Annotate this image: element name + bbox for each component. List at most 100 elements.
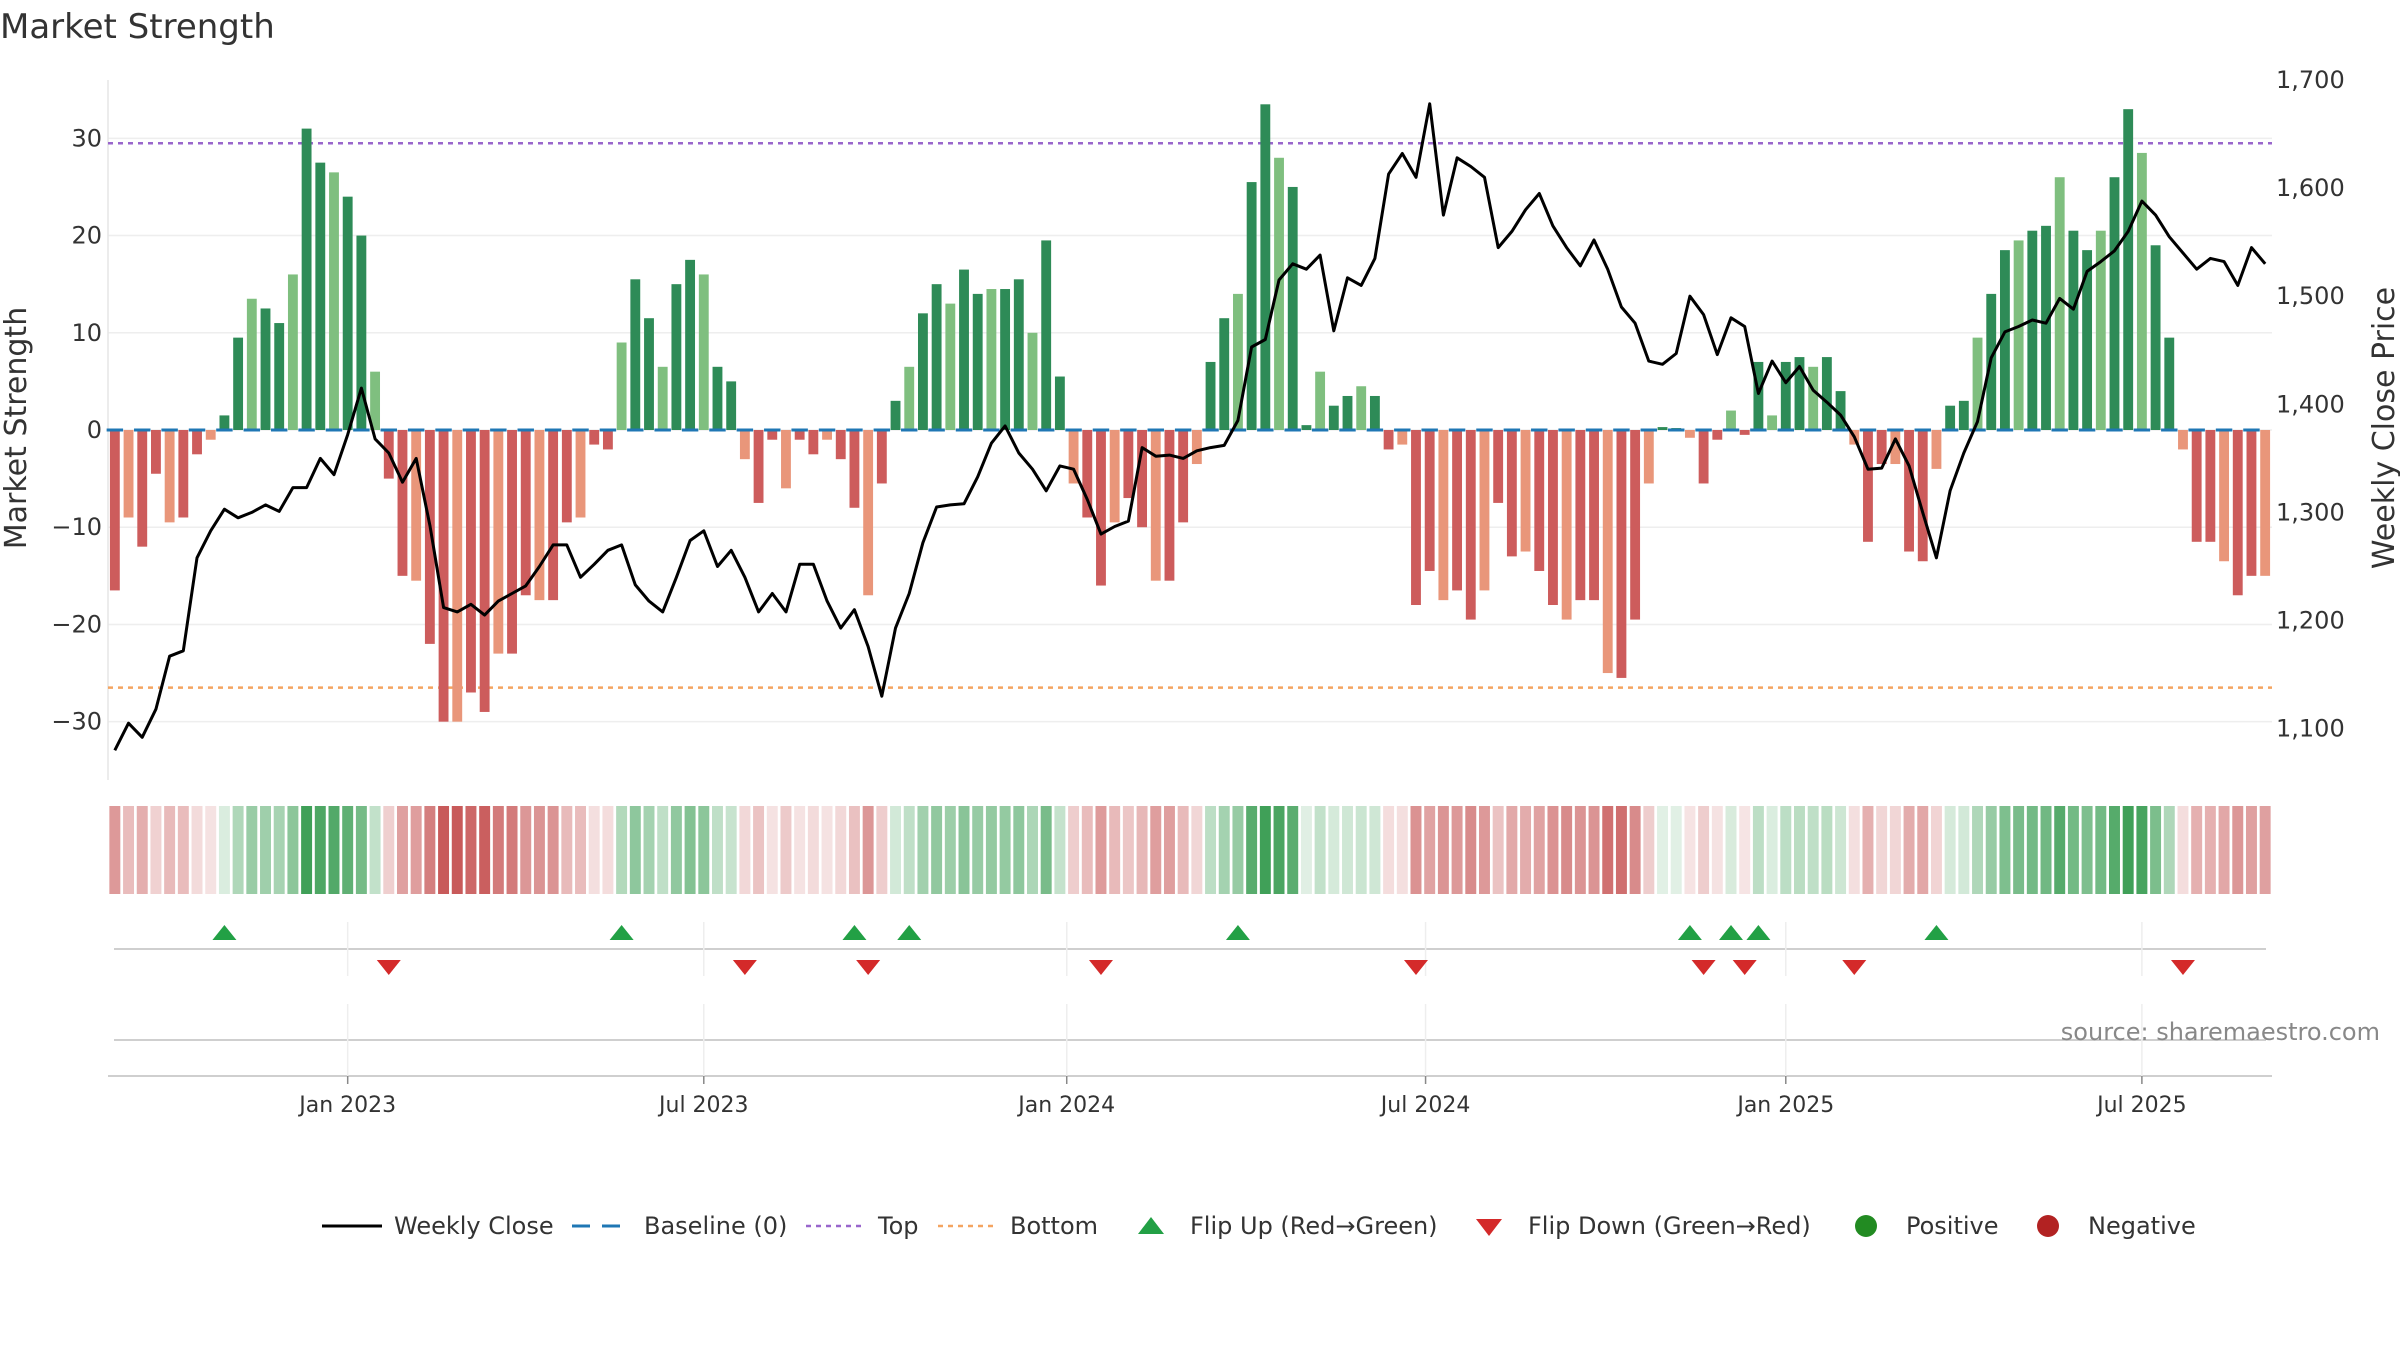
heatmap-cell: [1410, 806, 1422, 894]
strength-bar: [1520, 430, 1531, 552]
heatmap-cell: [1739, 806, 1751, 894]
heatmap-cell: [506, 806, 518, 894]
legend-label: Weekly Close: [394, 1212, 554, 1240]
heatmap-cell: [1342, 806, 1353, 894]
heatmap-cell: [684, 806, 696, 894]
heatmap-cell: [1657, 806, 1668, 894]
x-tick-label: Jul 2024: [1379, 1093, 1471, 1118]
strength-bar: [2150, 245, 2161, 430]
strength-bar: [1753, 361, 1764, 430]
heatmap-cell: [1547, 806, 1559, 894]
heatmap-cell: [1889, 806, 1901, 894]
heatmap-cell: [123, 806, 135, 894]
strength-bar: [2123, 109, 2134, 431]
legend-label: Negative: [2088, 1212, 2196, 1240]
heatmap-cell: [164, 806, 176, 894]
y2-tick-label: 1,700: [2276, 66, 2345, 94]
strength-bar: [1356, 386, 1367, 430]
legend-flip-up-swatch: [1138, 1217, 1164, 1234]
strength-bar: [808, 430, 819, 455]
legend-label: Top: [877, 1212, 919, 1240]
legend-label: Bottom: [1010, 1212, 1098, 1240]
strength-bar: [1958, 400, 1969, 430]
strength-bar: [2260, 430, 2271, 576]
heatmap-cell: [1725, 806, 1737, 894]
strength-bar: [1945, 405, 1956, 430]
strength-bar: [164, 430, 175, 523]
strength-bar: [1123, 430, 1134, 499]
strength-bar: [1821, 357, 1832, 430]
heatmap-cell: [383, 806, 395, 894]
heatmap-cell: [2026, 806, 2038, 894]
flip-up-marker: [212, 925, 237, 940]
strength-bar: [2027, 230, 2038, 430]
heatmap-cell: [753, 806, 765, 894]
heatmap-cell: [1218, 806, 1230, 894]
heatmap-cell: [1191, 806, 1203, 894]
strength-bar: [1342, 395, 1353, 430]
strength-bar: [1712, 430, 1723, 440]
strength-bar: [1493, 430, 1504, 503]
x-tick-label: Jul 2025: [2095, 1093, 2187, 1118]
heatmap-cell: [369, 806, 381, 894]
heatmap-cell: [848, 806, 860, 894]
heatmap-cell: [1465, 806, 1477, 894]
strength-bar: [1137, 430, 1147, 528]
heatmap-cell: [972, 806, 984, 894]
strength-bar: [890, 400, 901, 430]
heatmap-cell: [1109, 806, 1121, 894]
heatmap-cell: [876, 806, 888, 894]
strength-bar: [397, 430, 408, 576]
strength-bar: [685, 259, 696, 430]
heatmap-cell: [2245, 806, 2257, 894]
y2-tick-label: 1,100: [2276, 715, 2345, 743]
heatmap-cell: [1259, 806, 1271, 894]
heatmap-cell: [588, 806, 600, 894]
heatmap-cell: [1807, 806, 1819, 894]
strength-bar: [1205, 361, 1216, 430]
strength-bar: [876, 430, 887, 484]
strength-bar: [767, 430, 778, 440]
strength-bar: [548, 430, 559, 601]
heatmap-cell: [1437, 806, 1449, 894]
strength-bar: [561, 430, 572, 523]
heatmap-cell: [1355, 806, 1367, 894]
strength-bar: [1794, 357, 1805, 430]
x-tick-label: Jul 2023: [657, 1093, 749, 1118]
strength-bar: [2219, 430, 2229, 562]
strength-bar: [2109, 177, 2120, 430]
heatmap-cell: [424, 806, 436, 894]
heatmap-cell: [1999, 806, 2011, 894]
strength-bar: [219, 415, 230, 430]
strength-bar: [1164, 430, 1175, 581]
y-tick-label: −30: [51, 708, 102, 736]
flip-up-marker: [1719, 925, 1743, 940]
heatmap-cell: [725, 806, 737, 894]
strength-heatmap-strip: [109, 806, 2271, 894]
strength-bar: [2095, 230, 2106, 430]
strength-bar: [1000, 289, 1011, 430]
strength-bar: [2232, 430, 2243, 596]
heatmap-cell: [1602, 806, 1614, 894]
heatmap-cell: [479, 806, 491, 894]
heatmap-cell: [232, 806, 244, 894]
strength-bar: [274, 323, 285, 430]
strength-bar: [1999, 250, 2010, 430]
strength-bar: [137, 430, 148, 547]
heatmap-cell: [712, 806, 723, 894]
heatmap-cell: [1848, 806, 1860, 894]
strength-bar: [493, 430, 504, 654]
heatmap-cell: [1424, 806, 1436, 894]
flip-up-marker: [897, 925, 922, 940]
strength-bar: [1041, 240, 1052, 430]
strength-bar: [2054, 177, 2065, 430]
strength-bar: [986, 289, 997, 430]
strength-bar: [1054, 376, 1065, 430]
heatmap-cell: [985, 806, 997, 894]
heatmap-cell: [2095, 806, 2107, 894]
strength-bar: [781, 430, 791, 489]
strength-bar: [904, 366, 915, 430]
heatmap-cell: [2067, 806, 2079, 894]
strength-bar: [1424, 430, 1435, 571]
